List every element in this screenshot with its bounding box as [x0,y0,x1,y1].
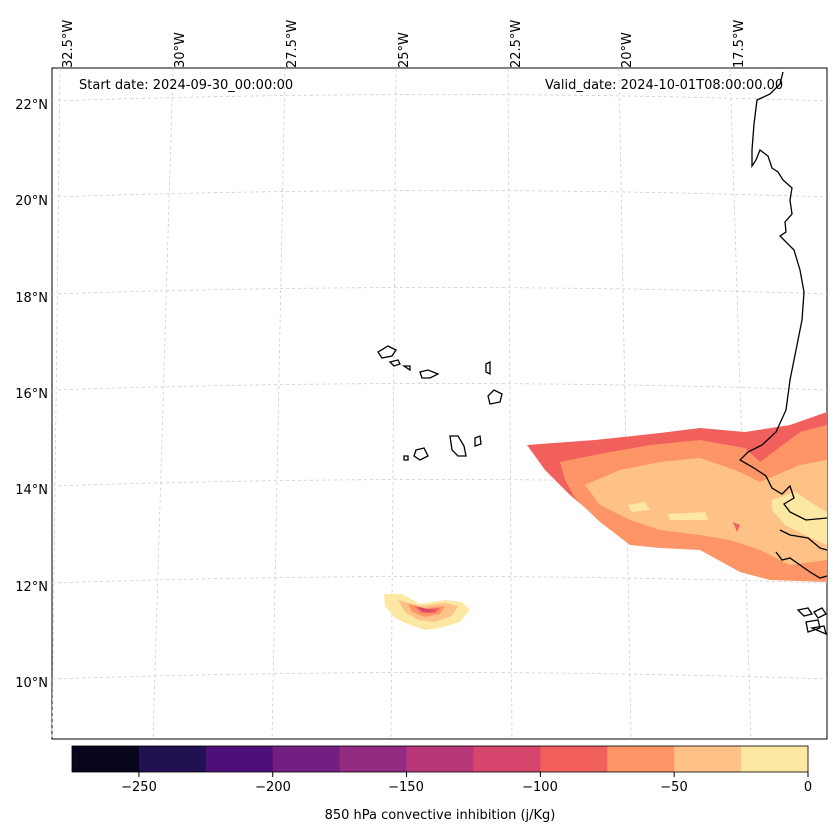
cin-level-minus100-patch [733,522,740,532]
lon-label: 22.5°W [509,8,526,68]
colorbar-swatch [339,746,408,772]
lon-label-text: 30°W [173,32,188,68]
colorbar-swatch [72,746,140,772]
lon-label: 20°W [620,8,637,68]
lon-label-text: 22.5°W [509,19,524,68]
bissagos-islands [796,607,827,636]
start-date-label: Start date: 2024-09-30_00:00:00 [79,78,294,93]
lon-label: 25°W [397,8,414,68]
cin-field-east [527,412,827,582]
colorbar-swatch [540,746,608,772]
cape-verde-santiago [449,435,467,457]
lat-label: 10°N [15,676,48,691]
valid-date-label: Valid_date: 2024-10-01T08:00:00.00 [545,78,784,93]
lon-label: 17.5°W [732,8,749,68]
colorbar-title: 850 hPa convective inhibition (j/Kg) [324,808,556,823]
parallel-gridlines [51,94,828,680]
map-frame [51,67,828,740]
colorbar-frame [71,745,809,773]
cape-verde-santo-antao [377,345,397,359]
cape-verde-santa-luzia [401,365,411,372]
meridian-gridlines [51,67,752,740]
cin-south-minus125 [418,607,436,612]
lat-label: 18°N [15,291,48,306]
colorbar-tick-label: −150 [388,780,424,795]
colorbar-swatch [473,746,541,772]
lon-label: 27.5°W [285,8,302,68]
africa-coastline [738,71,828,521]
cape-verde-sao-nicolau [419,369,440,379]
colorbar-swatches [72,746,809,772]
lon-label-text: 20°W [620,32,635,68]
lat-label: 12°N [15,580,48,595]
cin-field-south [384,594,470,630]
colorbar-tick-label: 0 [803,780,813,795]
lat-label: 14°N [15,483,48,498]
cape-verde-brava [403,455,409,461]
gambia-coast [779,529,828,551]
lat-label: 22°N [15,98,48,113]
lon-label-text: 32.5°W [61,19,76,68]
lon-label: 30°W [173,8,190,68]
lat-label: 16°N [15,387,48,402]
colorbar-ticks [138,772,809,777]
cin-level-minus50 [585,458,827,565]
colorbar-swatch [607,746,675,772]
colorbar-tick-label: −50 [660,780,688,795]
lon-label-text: 25°W [397,32,412,68]
cin-level-minus25-patch [628,502,650,512]
cape-verde-fogo [413,447,429,461]
coastlines [377,71,828,636]
lon-label-text: 17.5°W [732,19,747,68]
lon-label-text: 27.5°W [285,19,300,68]
lat-label: 20°N [15,194,48,209]
colorbar-tick-label: −200 [255,780,291,795]
colorbar-swatch [406,746,474,772]
cin-level-minus25-patch2 [668,512,708,520]
colorbar-swatch [138,746,207,772]
cape-verde-sao-vicente [388,359,401,367]
colorbar-swatch [205,746,274,772]
colorbar-tick-label: −250 [121,780,157,795]
cape-verde-sal [485,360,491,376]
colorbar-swatch [674,746,742,772]
cape-verde-boa-vista [487,389,503,405]
lon-label: 32.5°W [61,8,78,68]
colorbar-tick-label: −100 [522,780,558,795]
colorbar-swatch [272,746,341,772]
guinea-bissau-coast [775,551,828,579]
colorbar-swatch [741,746,809,772]
cape-verde-maio [474,435,482,447]
